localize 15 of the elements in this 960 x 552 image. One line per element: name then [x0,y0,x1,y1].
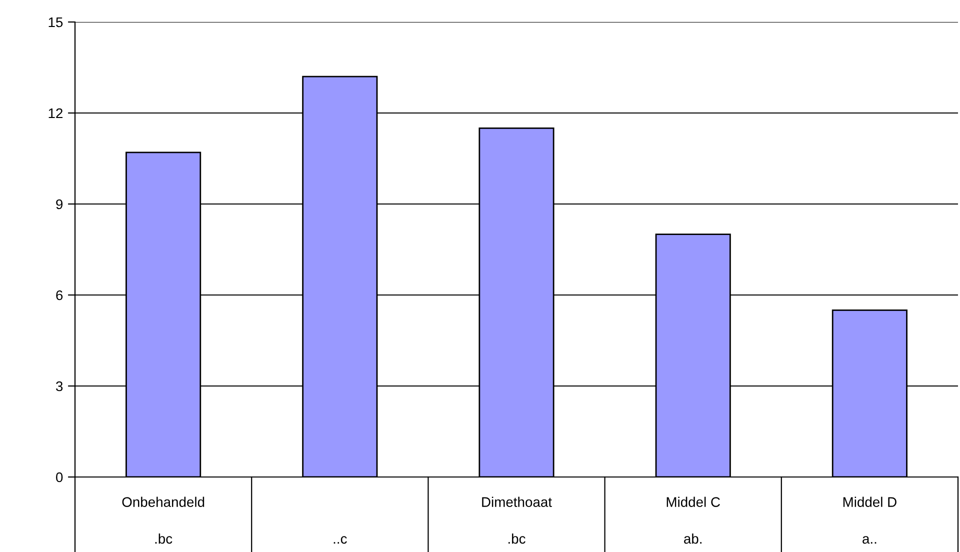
x-tick-label: Dimethoaat [482,496,552,507]
x-tick-label: Middel C [666,496,720,507]
y-tick-label: 15 [48,17,63,28]
x-tick-label: Onbehandeld [122,496,204,507]
text: .bc [508,534,526,544]
y-tick-label: 6 [56,290,63,300]
y-tick-label: 3 [56,381,63,392]
y-tick-label: 9 [56,199,63,210]
text: .bc [155,534,172,544]
y-tick-label: 12 [48,108,62,118]
text: ..c [334,536,347,544]
text: a.. [862,536,876,544]
x-tick-label: Middel D [843,496,896,507]
y-tick-label: 0 [56,472,63,482]
text: ab. [684,534,702,544]
